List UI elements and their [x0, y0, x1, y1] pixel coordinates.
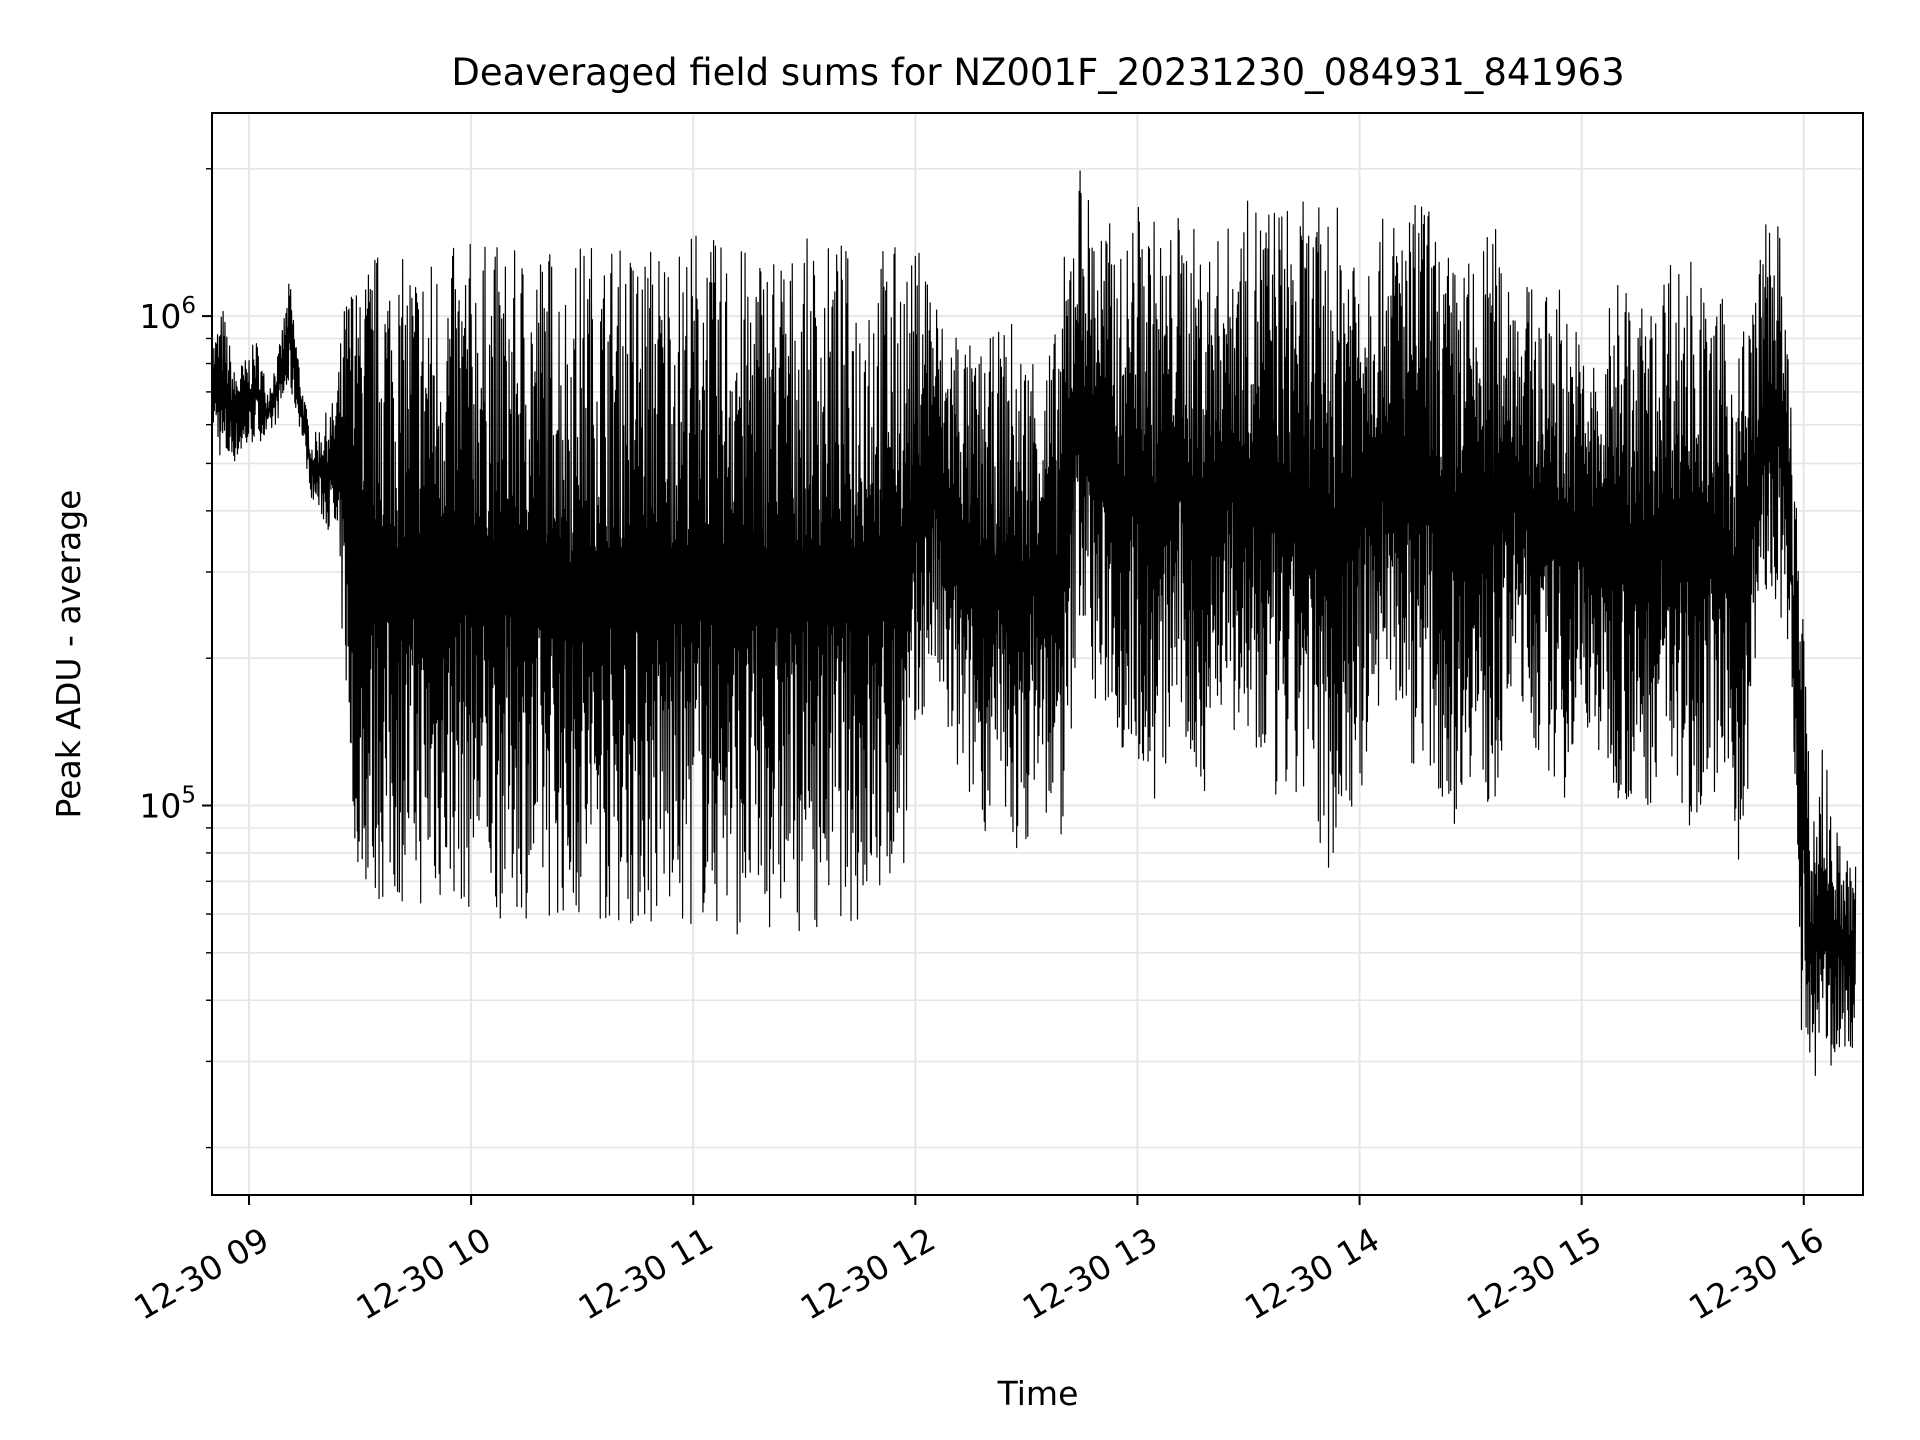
data-line-layer: [211, 170, 1857, 1077]
series-line: [211, 170, 1857, 1077]
y-tick-label: 106: [139, 293, 196, 336]
y-axis-label: Peak ADU - average: [49, 490, 88, 819]
y-tick-label-base: 10: [139, 786, 181, 825]
y-tick-label: 105: [139, 782, 196, 825]
y-tick-label-exponent: 5: [181, 782, 196, 808]
chart-title: Deaveraged field sums for NZ001F_2023123…: [451, 51, 1624, 94]
y-tick-label-base: 10: [139, 297, 181, 336]
plot-area-frame: [211, 112, 1864, 1196]
y-tick-label-exponent: 6: [181, 293, 196, 319]
x-axis-label: Time: [997, 1374, 1079, 1413]
